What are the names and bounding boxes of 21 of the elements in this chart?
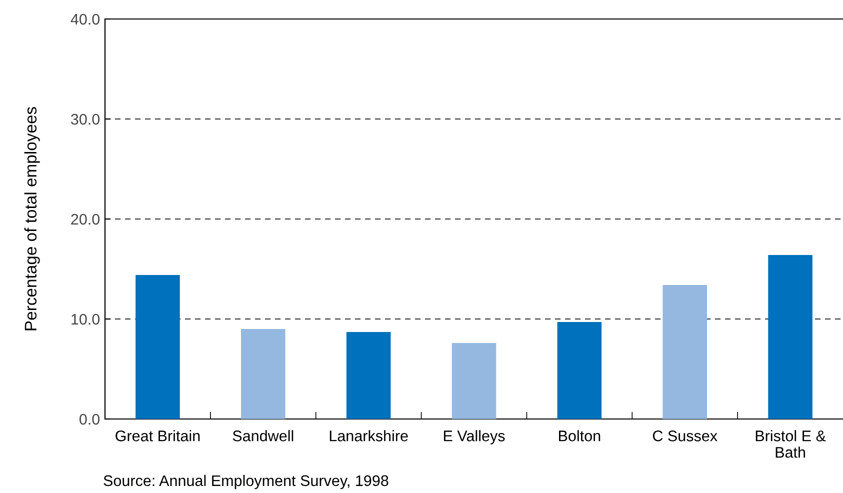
y-tick-label: 10.0 <box>72 314 100 325</box>
y-tick-label: 40.0 <box>70 14 100 25</box>
y-tick-label: 20.0 <box>71 214 100 225</box>
bar <box>557 322 602 419</box>
bar <box>662 285 707 419</box>
bar <box>346 332 391 419</box>
y-tick-label: 30.0 <box>70 114 100 125</box>
bar <box>136 275 180 419</box>
x-tick-label: C Sussex <box>652 430 718 442</box>
x-tick-label: Bolton <box>559 430 600 442</box>
y-axis-title: Percentage of total employees <box>24 107 40 330</box>
x-tick-label: Bristol E & Bath <box>756 430 826 458</box>
x-tick-label: Lanarkshire <box>330 430 408 442</box>
bar <box>768 255 812 419</box>
source-note: Source: Annual Employment Survey, 1998 <box>104 474 388 490</box>
bar <box>452 343 496 419</box>
x-tick-label: Sandwell <box>232 430 294 442</box>
x-tick-label: Great Britain <box>116 430 200 442</box>
x-tick-label: E Valleys <box>444 430 505 444</box>
bar <box>241 329 286 419</box>
y-tick-label: 0.0 <box>80 414 100 425</box>
